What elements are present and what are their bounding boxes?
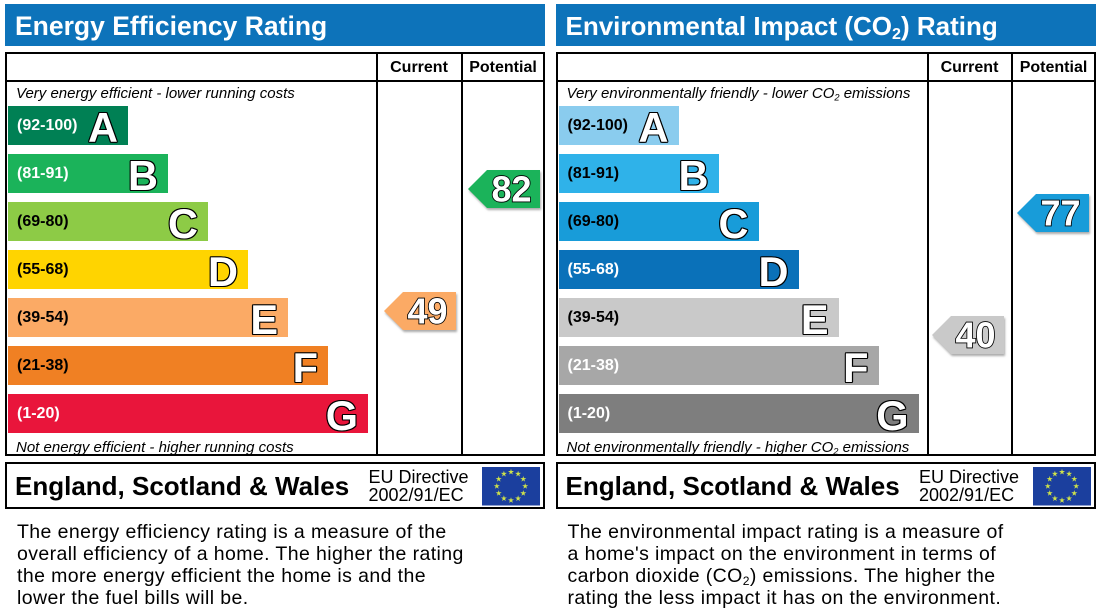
svg-text:82: 82 [492,169,532,210]
svg-text:77: 77 [1040,193,1080,234]
svg-text:49: 49 [408,291,448,332]
svg-text:40: 40 [956,315,996,356]
